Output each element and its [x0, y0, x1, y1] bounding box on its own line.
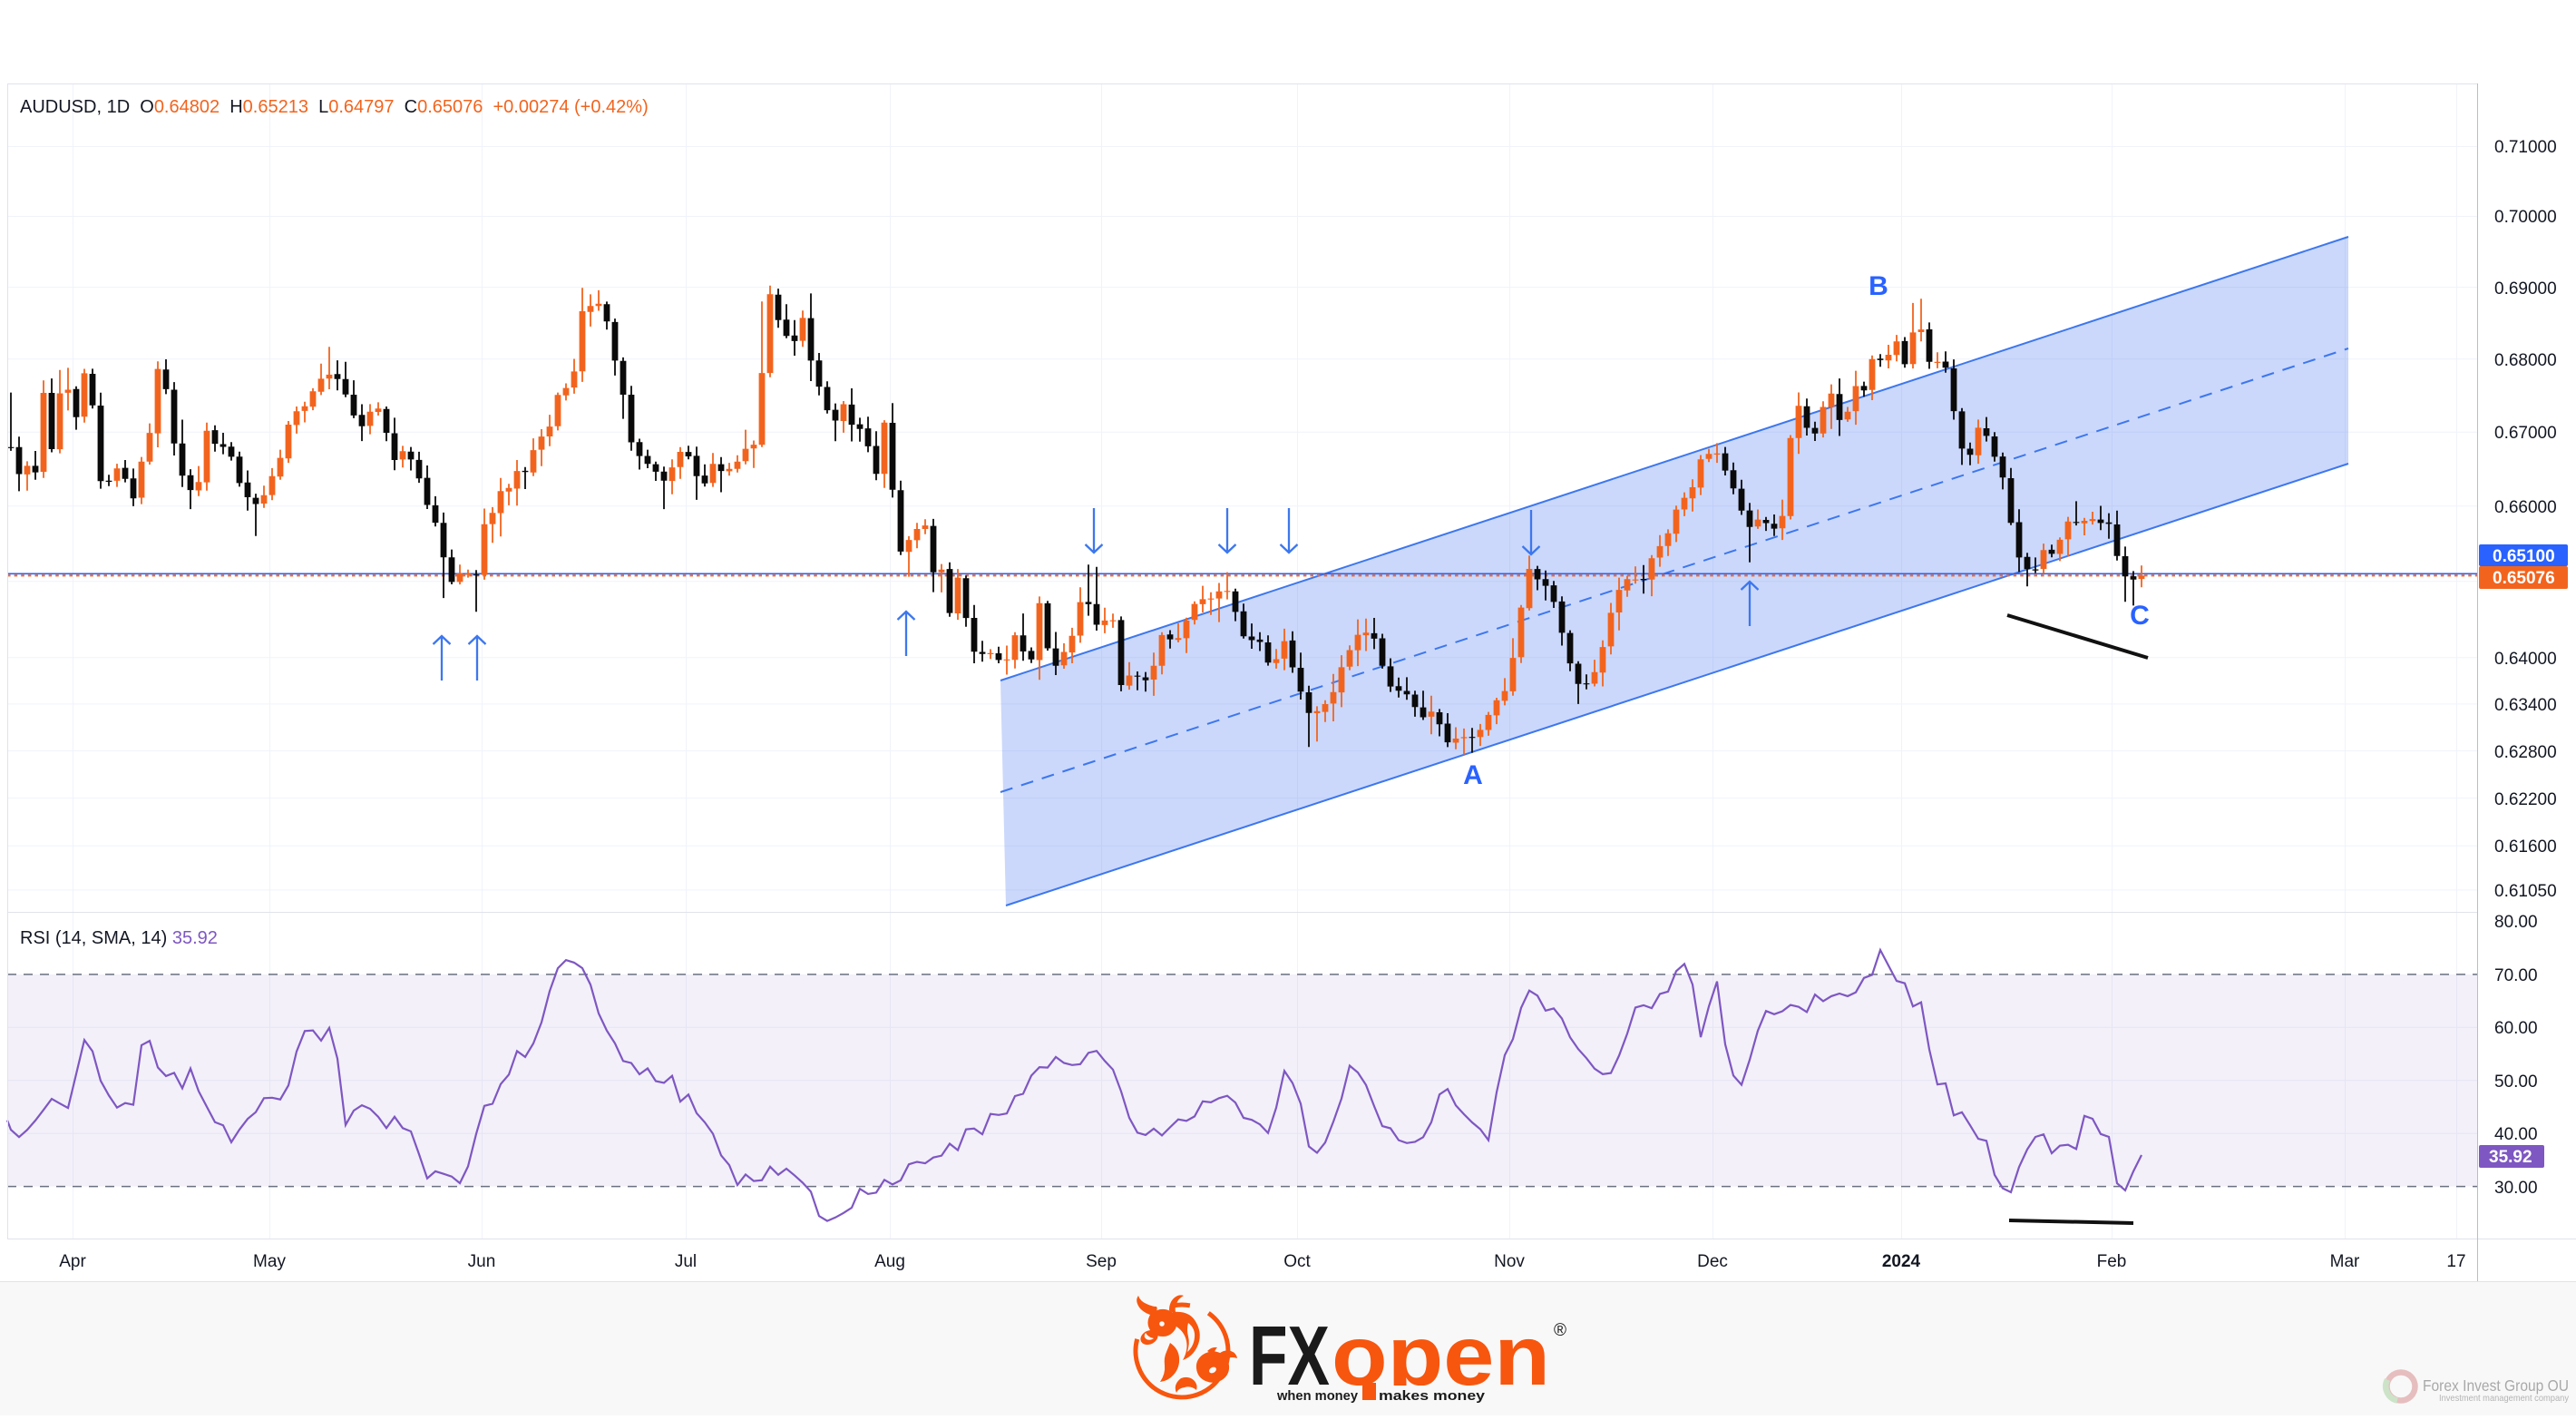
svg-text:0.65100: 0.65100	[2493, 547, 2555, 566]
svg-text:0.70000: 0.70000	[2494, 208, 2557, 227]
svg-text:70.00: 70.00	[2494, 966, 2538, 985]
svg-text:Nov: Nov	[1494, 1252, 1525, 1271]
svg-text:FX: FX	[1249, 1308, 1330, 1403]
svg-text:Investment management company: Investment management company	[2439, 1393, 2570, 1404]
svg-text:Feb: Feb	[2097, 1252, 2127, 1271]
svg-text:30.00: 30.00	[2494, 1179, 2538, 1198]
svg-text:Mar: Mar	[2330, 1252, 2360, 1271]
svg-text:May: May	[253, 1252, 286, 1271]
svg-text:0.62200: 0.62200	[2494, 790, 2557, 809]
svg-text:80.00: 80.00	[2494, 913, 2538, 932]
svg-text:0.61600: 0.61600	[2494, 837, 2557, 857]
svg-text:C: C	[2130, 601, 2150, 631]
svg-text:Jun: Jun	[468, 1252, 496, 1271]
svg-text:0.61050: 0.61050	[2494, 882, 2557, 901]
svg-text:60.00: 60.00	[2494, 1019, 2538, 1038]
svg-text:17: 17	[2446, 1252, 2465, 1271]
svg-text:0.64000: 0.64000	[2494, 650, 2557, 669]
svg-text:Aug: Aug	[874, 1252, 905, 1271]
svg-text:0.66000: 0.66000	[2494, 498, 2557, 517]
svg-text:open: open	[1332, 1308, 1550, 1403]
svg-text:makes money: makes money	[1379, 1388, 1486, 1404]
svg-text:0.65076: 0.65076	[2493, 569, 2555, 588]
svg-text:0.68000: 0.68000	[2494, 351, 2557, 370]
svg-text:A: A	[1463, 760, 1483, 790]
svg-text:Oct: Oct	[1283, 1252, 1311, 1271]
svg-text:0.62800: 0.62800	[2494, 743, 2557, 762]
svg-text:2024: 2024	[1882, 1252, 1921, 1271]
svg-text:0.71000: 0.71000	[2494, 138, 2557, 157]
svg-text:40.00: 40.00	[2494, 1125, 2538, 1144]
svg-text:®: ®	[1554, 1321, 1566, 1340]
svg-text:RSI (14, SMA, 14) 35.92: RSI (14, SMA, 14) 35.92	[20, 928, 218, 948]
svg-text:0.67000: 0.67000	[2494, 424, 2557, 443]
svg-text:when money: when money	[1276, 1388, 1359, 1404]
svg-text:B: B	[1869, 271, 1888, 301]
svg-text:AUDUSD, 1D O0.64802 H0.65213: AUDUSD, 1D O0.64802 H0.65213 L0.64797 C0…	[20, 97, 649, 117]
svg-text:35.92: 35.92	[2489, 1148, 2532, 1167]
svg-text:Dec: Dec	[1697, 1252, 1728, 1271]
svg-text:Sep: Sep	[1086, 1252, 1117, 1271]
svg-text:Forex Invest Group OU: Forex Invest Group OU	[2423, 1376, 2569, 1395]
svg-text:Jul: Jul	[675, 1252, 697, 1271]
svg-text:50.00: 50.00	[2494, 1072, 2538, 1092]
svg-text:0.69000: 0.69000	[2494, 279, 2557, 299]
svg-text:0.63400: 0.63400	[2494, 696, 2557, 715]
svg-text:Apr: Apr	[59, 1252, 86, 1271]
